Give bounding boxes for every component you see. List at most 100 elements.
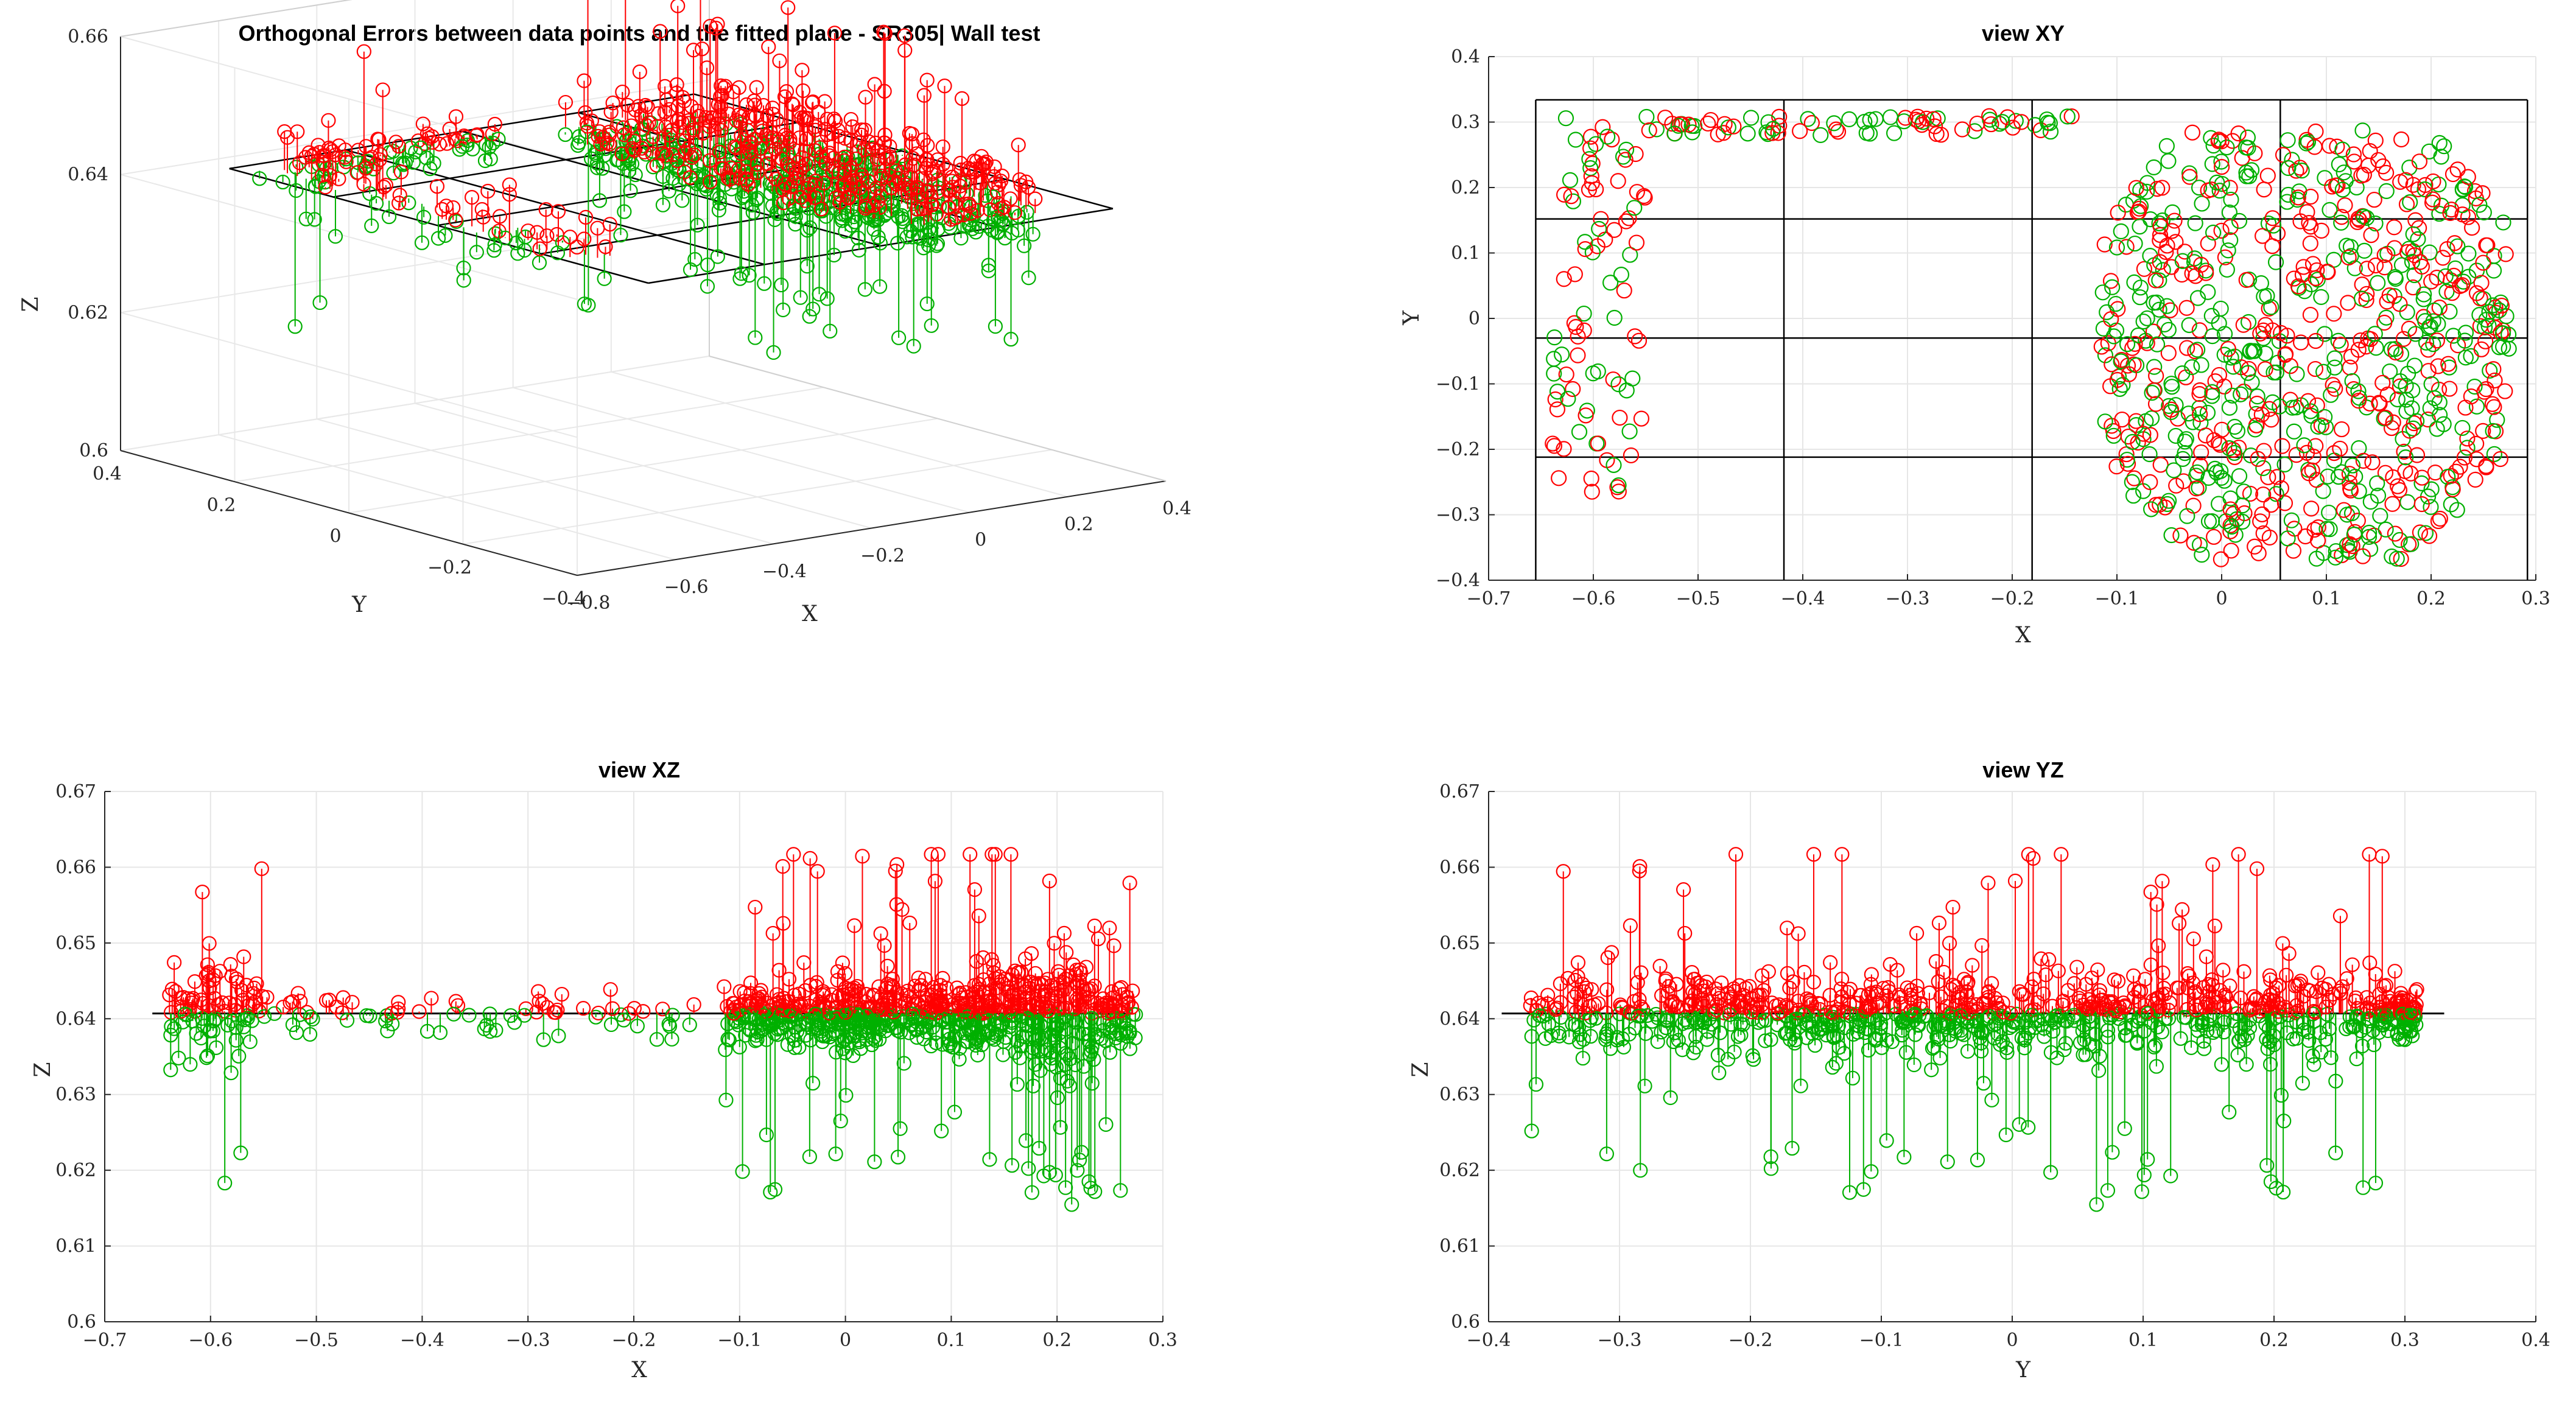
data-point bbox=[2174, 266, 2190, 283]
data-point-3d bbox=[1012, 172, 1027, 188]
data-point bbox=[2174, 253, 2191, 269]
data-point bbox=[2327, 549, 2344, 566]
data-point-3d bbox=[416, 209, 432, 225]
data-point bbox=[2456, 449, 2473, 466]
data-point bbox=[868, 1033, 883, 1048]
data-point bbox=[2448, 463, 2465, 480]
data-point bbox=[767, 1182, 783, 1197]
data-point-3d bbox=[906, 339, 921, 354]
data-point-3d bbox=[487, 116, 502, 132]
data-point bbox=[2174, 365, 2191, 382]
data-point-3d bbox=[799, 223, 815, 238]
data-point bbox=[979, 1003, 994, 1019]
data-point-3d bbox=[963, 162, 978, 177]
data-point bbox=[2449, 502, 2465, 518]
data-point bbox=[2402, 465, 2419, 482]
data-point-3d bbox=[710, 249, 725, 264]
data-point bbox=[2331, 156, 2347, 173]
data-point bbox=[2211, 435, 2227, 452]
data-point bbox=[2346, 526, 2362, 543]
data-point bbox=[2398, 403, 2415, 419]
data-point bbox=[1616, 282, 1632, 299]
data-point-3d bbox=[876, 24, 891, 40]
data-point bbox=[2200, 513, 2217, 530]
data-point bbox=[2209, 174, 2225, 191]
data-point bbox=[1556, 186, 1573, 203]
data-point-3d bbox=[328, 229, 343, 244]
data-point bbox=[2192, 406, 2208, 423]
data-point bbox=[952, 1051, 967, 1067]
data-point-3d bbox=[435, 202, 450, 217]
data-point bbox=[2181, 169, 2198, 185]
data-point bbox=[1994, 114, 2010, 130]
data-point-3d bbox=[772, 53, 787, 69]
data-point bbox=[1967, 123, 1983, 139]
data-point bbox=[233, 1145, 248, 1160]
data-point bbox=[1002, 1005, 1017, 1020]
data-point bbox=[2145, 323, 2162, 340]
data-point bbox=[201, 998, 216, 1013]
data-point bbox=[1641, 122, 1657, 139]
data-point bbox=[2229, 423, 2246, 440]
data-point-3d bbox=[602, 127, 617, 142]
data-point bbox=[1568, 318, 1584, 335]
data-point-3d bbox=[857, 282, 872, 297]
data-point bbox=[2244, 374, 2260, 391]
data-point-3d bbox=[672, 177, 687, 192]
data-point bbox=[1623, 447, 1640, 464]
data-point-3d bbox=[637, 144, 652, 160]
data-point bbox=[2485, 423, 2501, 439]
data-point-3d bbox=[308, 179, 323, 194]
data-point bbox=[802, 1149, 817, 1165]
data-point bbox=[211, 997, 226, 1012]
data-point bbox=[2334, 141, 2351, 158]
data-point-3d bbox=[641, 115, 656, 130]
data-point-3d bbox=[292, 155, 307, 170]
data-point bbox=[2416, 181, 2433, 198]
data-point bbox=[2435, 250, 2451, 266]
data-point-3d bbox=[626, 133, 642, 149]
data-point bbox=[2292, 160, 2308, 176]
data-point bbox=[1590, 435, 1606, 452]
data-point bbox=[2288, 447, 2304, 463]
data-point-3d bbox=[1011, 137, 1026, 153]
data-point-3d bbox=[858, 89, 873, 105]
box-edge bbox=[120, 0, 353, 37]
data-point bbox=[2148, 368, 2164, 384]
data-point-3d bbox=[321, 113, 336, 128]
data-point bbox=[2151, 272, 2167, 289]
x-tick-label: −0.4 bbox=[1781, 588, 1825, 609]
plot-view-xz: view XZ −0.7 −0.6 −0.5 −0.4 −0.3 −0.2 −0.1 0 0.1… bbox=[30, 757, 1177, 1383]
y-tick-label: 0.3 bbox=[1451, 112, 1480, 133]
data-point bbox=[1022, 1002, 1037, 1017]
data-point-3d bbox=[854, 122, 869, 138]
data-point-3d bbox=[822, 146, 837, 161]
data-point bbox=[2111, 381, 2128, 397]
data-point-3d bbox=[448, 212, 463, 228]
data-point bbox=[2188, 468, 2205, 484]
data-point bbox=[2144, 385, 2160, 401]
data-point bbox=[2425, 313, 2441, 329]
data-point-3d bbox=[816, 175, 832, 191]
data-point-3d bbox=[756, 97, 771, 113]
data-point bbox=[554, 986, 569, 1002]
data-point-3d bbox=[609, 119, 625, 134]
data-point-3d bbox=[600, 135, 615, 150]
data-point bbox=[1907, 111, 1924, 128]
data-point-3d bbox=[492, 209, 508, 224]
data-point bbox=[1590, 363, 1606, 380]
data-point bbox=[626, 1000, 642, 1016]
data-point-3d bbox=[847, 214, 862, 230]
data-point-3d bbox=[438, 228, 453, 243]
data-point bbox=[786, 847, 801, 862]
data-point bbox=[2371, 395, 2388, 412]
data-point-3d bbox=[298, 211, 314, 226]
data-point bbox=[2359, 261, 2375, 277]
data-point bbox=[2255, 486, 2272, 503]
data-point bbox=[2489, 412, 2505, 428]
data-point bbox=[2132, 219, 2148, 235]
data-point-3d bbox=[968, 225, 983, 240]
data-point bbox=[424, 991, 439, 1006]
data-point bbox=[2417, 177, 2434, 193]
data-point bbox=[2424, 194, 2441, 211]
